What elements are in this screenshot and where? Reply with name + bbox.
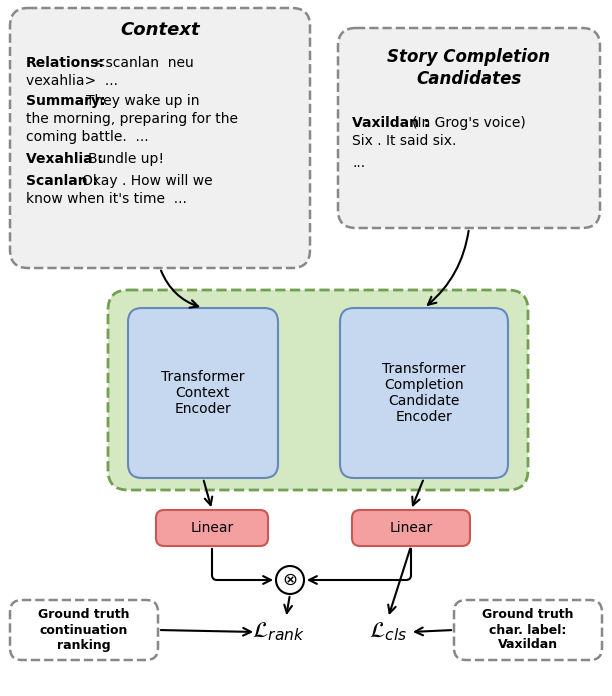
Text: the morning, preparing for the: the morning, preparing for the [26, 112, 238, 126]
Text: know when it's time  ...: know when it's time ... [26, 192, 187, 206]
FancyBboxPatch shape [10, 600, 158, 660]
FancyBboxPatch shape [128, 308, 278, 478]
FancyBboxPatch shape [352, 510, 470, 546]
Text: Transformer
Context
Encoder: Transformer Context Encoder [161, 370, 245, 416]
Text: Six . It said six.: Six . It said six. [352, 134, 457, 148]
Text: ...: ... [352, 156, 365, 170]
Text: Transformer
Completion
Candidate
Encoder: Transformer Completion Candidate Encoder [382, 362, 466, 425]
Text: Okay . How will we: Okay . How will we [82, 174, 212, 188]
FancyBboxPatch shape [338, 28, 600, 228]
FancyBboxPatch shape [340, 308, 508, 478]
FancyBboxPatch shape [156, 510, 268, 546]
Text: Linear: Linear [389, 521, 433, 535]
Text: Ground truth
continuation
ranking: Ground truth continuation ranking [38, 608, 130, 651]
Text: vexahlia>  ...: vexahlia> ... [26, 74, 118, 88]
Text: Context: Context [120, 21, 200, 39]
Text: (In Grog's voice): (In Grog's voice) [412, 116, 526, 130]
Text: <scanlan  neu: <scanlan neu [94, 56, 194, 70]
Text: Relations:: Relations: [26, 56, 105, 70]
Text: $\mathcal{L}_{cls}$: $\mathcal{L}_{cls}$ [369, 621, 407, 643]
Text: Linear: Linear [190, 521, 234, 535]
Text: They wake up in: They wake up in [86, 94, 200, 108]
FancyBboxPatch shape [108, 290, 528, 490]
FancyBboxPatch shape [10, 8, 310, 268]
Text: Story Completion
Candidates: Story Completion Candidates [387, 48, 551, 88]
Text: Bundle up!: Bundle up! [88, 152, 164, 166]
Text: Summary:: Summary: [26, 94, 105, 108]
Text: Ground truth
char. label:
Vaxildan: Ground truth char. label: Vaxildan [482, 608, 574, 651]
Text: $\otimes$: $\otimes$ [282, 571, 297, 589]
Text: $\mathcal{L}_{rank}$: $\mathcal{L}_{rank}$ [252, 621, 304, 643]
Text: Scanlan :: Scanlan : [26, 174, 98, 188]
Text: coming battle.  ...: coming battle. ... [26, 130, 149, 144]
FancyBboxPatch shape [454, 600, 602, 660]
Text: Vexahlia :: Vexahlia : [26, 152, 103, 166]
Text: Vaxildan :: Vaxildan : [352, 116, 430, 130]
